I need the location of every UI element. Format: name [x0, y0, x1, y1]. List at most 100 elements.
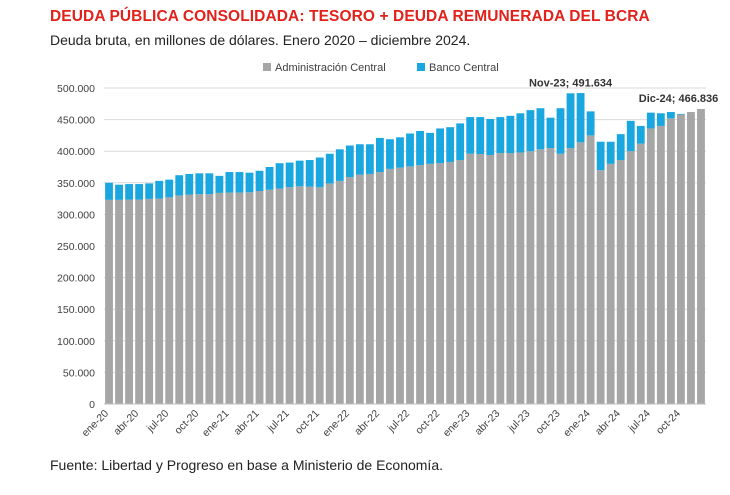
bar-admin [335, 180, 344, 404]
legend-label-admin: Administración Central [275, 62, 386, 74]
bar-admin [305, 186, 314, 404]
bar-bcra [285, 162, 294, 188]
bar-admin [245, 192, 254, 404]
bar-bcra [576, 93, 585, 143]
legend: Administración Central Banco Central [263, 62, 499, 74]
y-tick-label: 450.000 [57, 115, 95, 127]
bar-bcra [566, 93, 575, 149]
x-tick-label: abr-24 [593, 408, 623, 438]
y-tick-label: 300.000 [57, 209, 95, 221]
x-tick-label: oct-23 [534, 408, 563, 437]
bar-admin [145, 198, 154, 404]
bar-admin [636, 143, 645, 404]
bar-bcra [596, 141, 605, 171]
bar-admin [165, 197, 174, 404]
bar-admin [386, 168, 394, 404]
x-tick-label: jul-20 [144, 408, 171, 435]
source-note: Fuente: Libertad y Progreso en base a Mi… [50, 457, 443, 473]
bar-admin [175, 195, 184, 404]
legend-label-bcra: Banco Central [429, 62, 499, 74]
bar-bcra [386, 139, 394, 169]
bar-admin [115, 199, 123, 404]
bar-bcra [546, 117, 555, 149]
bar-admin [406, 166, 414, 404]
bar-admin [446, 161, 455, 404]
y-tick-label: 150.000 [57, 304, 95, 316]
bar-admin [315, 187, 324, 404]
annotation-label: Dic-24; 466.836 [639, 93, 719, 105]
bar-bcra [666, 112, 675, 119]
bar-bcra [355, 144, 364, 175]
bar-bcra [396, 137, 404, 168]
bar-bcra [365, 144, 374, 174]
bar-admin [376, 172, 384, 404]
bar-bcra [677, 113, 685, 115]
bar-admin [516, 152, 525, 404]
bar-bcra [205, 173, 214, 195]
bar-admin [687, 112, 695, 405]
y-tick-label: 500.000 [57, 83, 95, 95]
bar-bcra [215, 175, 224, 193]
x-tick-label: ene-24 [561, 408, 593, 440]
bar-bcra [526, 110, 535, 152]
x-tick-label: abr-21 [232, 408, 262, 438]
bar-admin [666, 118, 675, 404]
x-tick-label: jul-24 [626, 408, 653, 435]
bar-admin [135, 199, 144, 404]
bar-admin [295, 186, 304, 404]
bar-bcra [446, 127, 455, 162]
x-tick-label: ene-21 [200, 408, 232, 440]
bar-admin [566, 148, 575, 404]
y-tick-label: 400.000 [57, 146, 95, 158]
bar-admin [697, 108, 705, 404]
bar-bcra [245, 172, 254, 193]
bar-admin [285, 187, 294, 404]
bar-bcra [416, 130, 424, 166]
bar-bcra [616, 134, 625, 161]
bar-admin [466, 153, 475, 404]
bar-bcra [426, 132, 434, 164]
bar-bcra [335, 149, 344, 181]
bar-bcra [345, 145, 354, 178]
y-tick-label: 350.000 [57, 178, 95, 190]
x-tick-label: jul-21 [264, 408, 291, 435]
bar-admin [275, 188, 284, 404]
bar-bcra [265, 167, 274, 190]
bar-admin [486, 154, 495, 404]
bar-bcra [376, 137, 384, 173]
bars [105, 93, 705, 405]
bar-admin [255, 191, 264, 404]
bar-bcra [466, 117, 475, 154]
annotation-label: Nov-23; 491.634 [529, 77, 613, 89]
x-tick-label: jul-23 [505, 408, 532, 435]
bar-bcra [135, 184, 144, 200]
bar-admin [325, 183, 334, 404]
gridlines [104, 87, 706, 405]
bar-admin [185, 194, 194, 404]
bar-bcra [165, 179, 174, 198]
bar-bcra [626, 120, 635, 152]
bar-bcra [105, 182, 113, 200]
bar-admin [416, 165, 424, 404]
bar-bcra [305, 160, 314, 187]
x-tick-label: oct-24 [654, 408, 683, 437]
x-tick-label: abr-20 [111, 408, 141, 438]
x-tick-label: jul-22 [385, 408, 412, 435]
bar-bcra [486, 118, 495, 155]
bar-bcra [636, 125, 645, 144]
bar-bcra [586, 111, 595, 136]
bar-admin [365, 173, 374, 404]
bar-bcra [476, 117, 485, 155]
bar-bcra [145, 183, 154, 199]
y-tick-label: 200.000 [57, 273, 95, 285]
bar-bcra [185, 173, 194, 195]
bar-bcra [325, 153, 334, 184]
bar-admin [596, 170, 605, 404]
bar-bcra [255, 170, 264, 192]
bar-admin [586, 135, 595, 404]
bar-admin [355, 174, 364, 404]
bar-admin [606, 163, 615, 404]
x-tick-label: ene-20 [80, 408, 112, 440]
